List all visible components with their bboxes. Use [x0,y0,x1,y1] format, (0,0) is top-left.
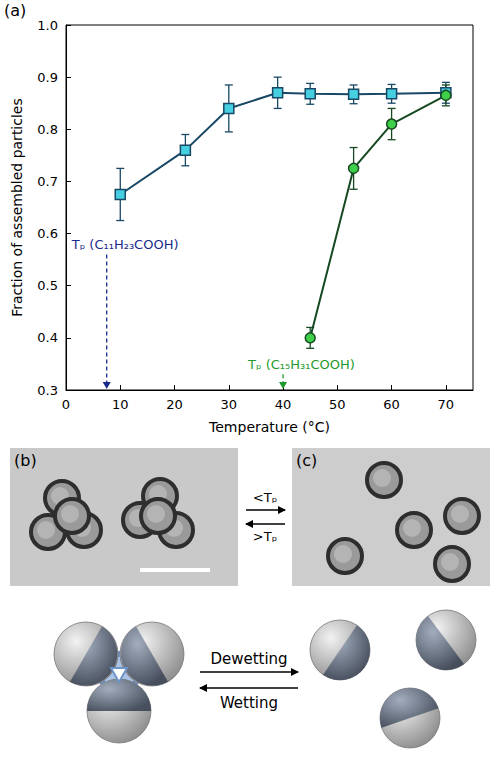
svg-text:30: 30 [221,397,238,412]
svg-text:0.5: 0.5 [37,278,58,293]
svg-text:0.6: 0.6 [37,226,58,241]
svg-text:(b): (b) [14,451,37,470]
svg-text:>Tₚ: >Tₚ [253,529,277,544]
svg-text:60: 60 [383,397,400,412]
svg-text:0.3: 0.3 [37,383,58,398]
svg-text:10: 10 [112,397,129,412]
svg-text:Temperature (°C): Temperature (°C) [208,419,330,435]
svg-text:40: 40 [275,397,292,412]
svg-text:1.0: 1.0 [37,18,58,33]
svg-text:Fraction of assembled particle: Fraction of assembled particles [9,98,25,317]
svg-text:0.9: 0.9 [37,70,58,85]
svg-text:Tₚ (C₁₁H₂₃COOH): Tₚ (C₁₁H₂₃COOH) [71,237,179,252]
svg-text:Wetting: Wetting [220,694,278,712]
svg-text:0.4: 0.4 [37,330,58,345]
svg-text:(a): (a) [4,1,26,20]
svg-text:0: 0 [62,397,70,412]
svg-text:70: 70 [438,397,455,412]
svg-text:<Tₚ: <Tₚ [253,490,277,505]
svg-text:0.8: 0.8 [37,122,58,137]
svg-text:Tₚ (C₁₅H₃₁COOH): Tₚ (C₁₅H₃₁COOH) [247,357,355,372]
svg-text:Dewetting: Dewetting [210,650,287,668]
svg-text:50: 50 [329,397,346,412]
svg-text:0.7: 0.7 [37,174,58,189]
svg-text:20: 20 [166,397,183,412]
svg-text:(c): (c) [296,451,317,470]
